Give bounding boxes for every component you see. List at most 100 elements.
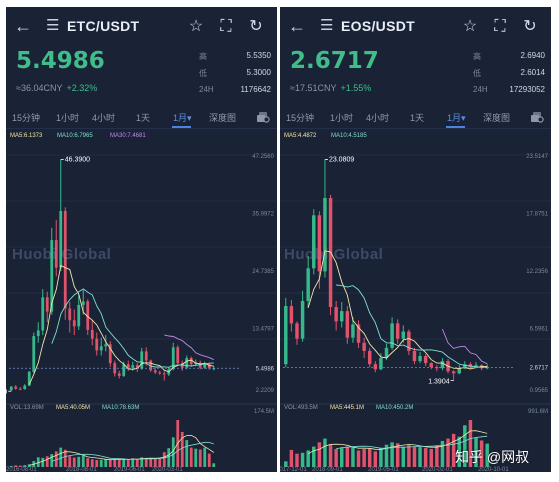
candle-body bbox=[300, 300, 305, 339]
volume-bar bbox=[167, 448, 171, 467]
candle-body bbox=[367, 350, 372, 365]
candle-body bbox=[153, 370, 157, 373]
star-icon[interactable]: ☆ bbox=[462, 18, 478, 35]
candle-body bbox=[373, 364, 378, 370]
volume-bar bbox=[212, 463, 216, 467]
volume-bar bbox=[345, 446, 350, 467]
pair-list-icon[interactable]: ☰ bbox=[46, 17, 60, 34]
x-axis-label: 2020-02-01 bbox=[422, 467, 453, 472]
candle-body bbox=[189, 358, 193, 365]
candle-body bbox=[77, 304, 81, 327]
candle-body bbox=[45, 297, 49, 312]
long-ma-line bbox=[441, 328, 488, 365]
volume-bar bbox=[440, 440, 445, 467]
candlestick-chart[interactable]: 47.2560 35.9972 24.7385 13.4797 5.4986 2.2209… bbox=[6, 145, 277, 472]
tab-1day[interactable]: 1天 bbox=[136, 113, 151, 123]
stat-value: 2.6014 bbox=[520, 68, 545, 77]
tab-4hour[interactable]: 4小时 bbox=[92, 113, 116, 123]
volume-bar bbox=[207, 453, 211, 467]
chart-settings-icon[interactable] bbox=[530, 109, 544, 123]
tab-1day[interactable]: 1天 bbox=[410, 113, 425, 123]
exchange-watermark-logo: Huobi Global bbox=[12, 246, 112, 263]
volume-bar bbox=[317, 442, 322, 467]
price-subline: ≈17.51CNY +1.55% bbox=[290, 83, 371, 93]
volume-bar bbox=[390, 442, 394, 467]
candle-body bbox=[144, 351, 148, 361]
ma10-line bbox=[336, 284, 488, 368]
pair-title[interactable]: EOS/USDT bbox=[341, 18, 415, 34]
volume-bar bbox=[379, 448, 383, 467]
volume-bar bbox=[312, 446, 316, 467]
tab-1month[interactable]: 1月▾ bbox=[173, 113, 192, 123]
volume-bar bbox=[149, 458, 153, 467]
zhihu-watermark: 知乎 @网叔 bbox=[455, 449, 530, 465]
volume-bar bbox=[412, 446, 417, 467]
tab-depth-chart[interactable]: 深度图 bbox=[483, 113, 511, 123]
ma5-line bbox=[28, 264, 214, 385]
share-icon[interactable]: ↻ bbox=[249, 18, 263, 35]
volume-bar bbox=[23, 465, 27, 467]
tab-depth-chart[interactable]: 深度图 bbox=[209, 113, 237, 123]
candle-body bbox=[289, 306, 294, 324]
candle-body bbox=[407, 331, 411, 351]
volume-bar bbox=[351, 447, 355, 467]
candle-body bbox=[284, 306, 288, 365]
fullscreen-icon[interactable]: ⛶ bbox=[494, 18, 506, 35]
candle-body bbox=[362, 342, 366, 351]
tab-1hour[interactable]: 1小时 bbox=[330, 113, 354, 123]
volume-bar bbox=[418, 447, 422, 467]
candle-body bbox=[14, 386, 18, 389]
share-icon[interactable]: ↻ bbox=[523, 18, 537, 35]
volume-bar bbox=[99, 459, 103, 467]
tab-15min[interactable]: 15分钟 bbox=[286, 113, 315, 123]
pair-title[interactable]: ETC/USDT bbox=[67, 18, 140, 34]
eos-chart-panel: ← ☰ EOS/USDT ☆ ⛶ ↻ 2.6717 ≈17.51CNY +1.55… bbox=[280, 7, 551, 472]
x-axis-label: 2020-03-01 bbox=[152, 467, 183, 472]
volume-ma5: MA5:445.1M bbox=[330, 405, 365, 411]
ma5-value: MA5:6.1373 bbox=[10, 133, 43, 139]
volume-bar bbox=[300, 452, 305, 467]
volume-bar bbox=[194, 448, 198, 467]
stat-value: 17293052 bbox=[509, 85, 545, 94]
interval-tabs: 15分钟 1小时 4小时 1天 1月▾ 深度图 bbox=[280, 107, 551, 129]
fullscreen-icon[interactable]: ⛶ bbox=[220, 18, 232, 35]
candle-body bbox=[306, 268, 310, 301]
volume-bar bbox=[485, 443, 489, 467]
high-price-label: 23.0809 bbox=[329, 156, 354, 163]
x-axis-label: 2018-09-01 bbox=[312, 467, 343, 472]
candle-body bbox=[418, 356, 422, 362]
volume-bar bbox=[59, 447, 63, 467]
volume-bar bbox=[362, 448, 366, 467]
volume-bar bbox=[153, 458, 157, 467]
volume-bar bbox=[180, 431, 184, 467]
back-arrow-icon[interactable]: ← bbox=[288, 16, 306, 36]
volume-bar bbox=[9, 465, 13, 467]
stat-value: 1176642 bbox=[240, 85, 271, 94]
candle-body bbox=[171, 347, 175, 370]
volume-bar bbox=[104, 459, 108, 467]
volume-bar bbox=[395, 443, 400, 467]
back-arrow-icon[interactable]: ← bbox=[14, 16, 32, 36]
tab-15min[interactable]: 15分钟 bbox=[12, 113, 41, 123]
volume-bar bbox=[463, 425, 467, 467]
volume-bar bbox=[451, 433, 456, 467]
volume-bar bbox=[95, 459, 99, 467]
candle-body bbox=[423, 356, 428, 364]
candle-body bbox=[390, 323, 394, 348]
stat-label: 24H bbox=[473, 85, 488, 94]
tab-4hour[interactable]: 4小时 bbox=[366, 113, 390, 123]
candle-body bbox=[457, 368, 461, 374]
ma-legend: MA5:6.1373 MA10:6.7965 MA30:7.4681 bbox=[6, 133, 277, 143]
candle-body bbox=[312, 215, 316, 269]
volume-bar bbox=[162, 452, 166, 467]
change-percent: +2.32% bbox=[66, 83, 98, 93]
volume-bar bbox=[323, 438, 327, 467]
chart-settings-icon[interactable] bbox=[256, 109, 270, 123]
tab-1hour[interactable]: 1小时 bbox=[56, 113, 80, 123]
tab-1month[interactable]: 1月▾ bbox=[447, 113, 466, 123]
candle-body bbox=[207, 364, 211, 369]
volume-bar bbox=[203, 447, 207, 467]
star-icon[interactable]: ☆ bbox=[188, 18, 204, 35]
candlestick-chart[interactable]: 23.5147 17.8751 12.2356 6.5961 2.6717 0.9565 2… bbox=[280, 145, 551, 472]
pair-list-icon[interactable]: ☰ bbox=[320, 17, 334, 34]
